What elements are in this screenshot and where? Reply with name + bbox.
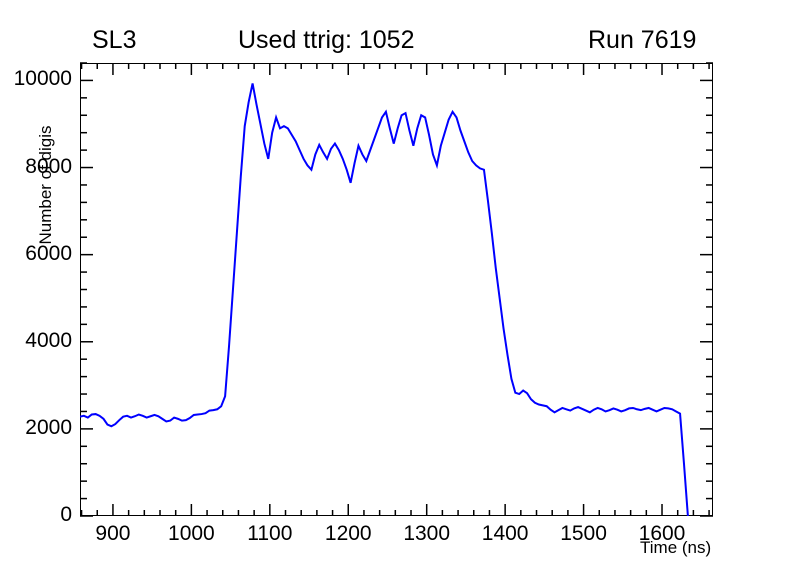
y-tick-label: 6000 (25, 241, 72, 265)
pad-title-left: SL3 (92, 26, 137, 54)
y-tick-label: 8000 (25, 154, 72, 178)
x-tick-label: 1400 (481, 522, 529, 545)
y-tick-label: 2000 (25, 415, 72, 439)
x-tick-label: 900 (95, 522, 131, 545)
x-axis-title: Time (ns) (640, 538, 712, 557)
x-tick-label: 1000 (168, 522, 215, 545)
x-tick-label: 1300 (403, 522, 451, 545)
x-tick-label: 1200 (324, 522, 372, 545)
x-tick-label: 1100 (247, 522, 293, 545)
y-tick-label: 4000 (25, 328, 72, 352)
pad-title-right: Run 7619 (588, 26, 697, 54)
digis-series-line (80, 83, 689, 516)
data-plot (80, 83, 689, 516)
y-tick-label: 0 (60, 503, 72, 526)
x-tick-label: 1600 (638, 522, 686, 545)
pad-title-center: Used ttrig: 1052 (238, 26, 415, 54)
x-tick-label: 1500 (560, 522, 607, 545)
y-tick-label: 10000 (13, 67, 72, 91)
